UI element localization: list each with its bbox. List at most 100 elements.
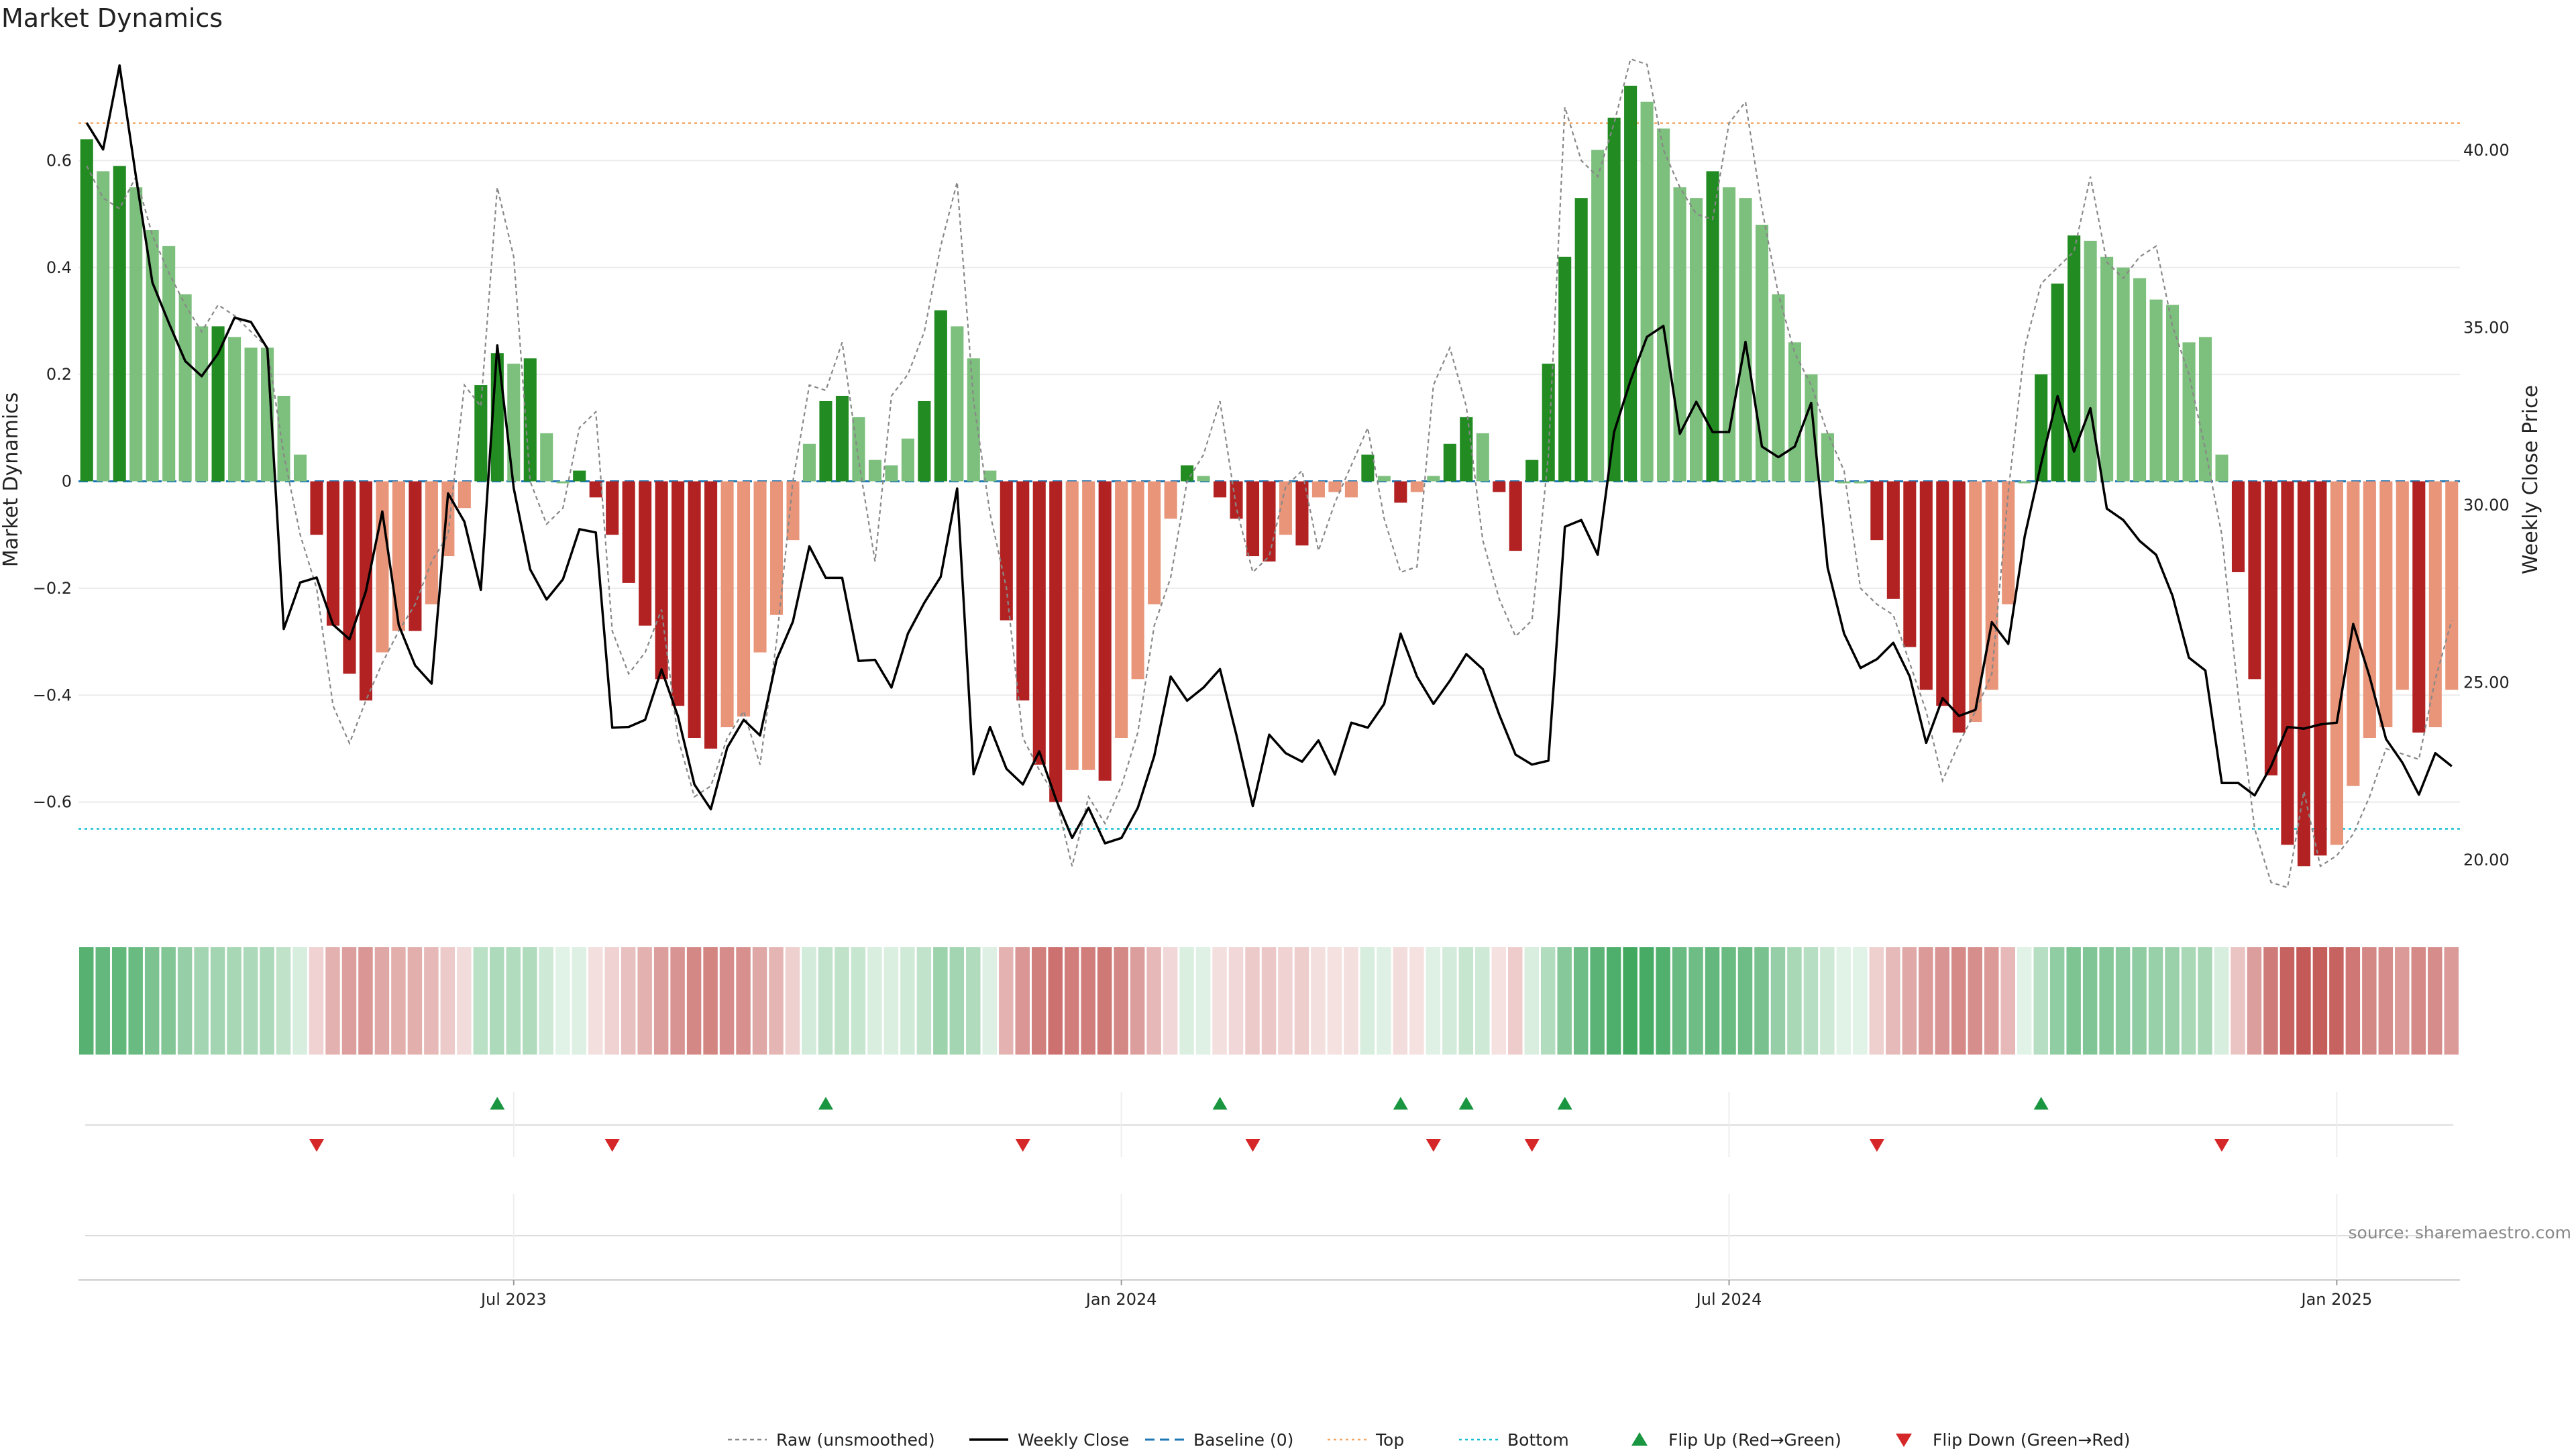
momentum-bar [2363, 481, 2376, 738]
heat-cell [1311, 947, 1326, 1055]
heat-cell [1557, 947, 1572, 1055]
legend-label: Raw (unsmoothed) [776, 1430, 935, 1449]
heat-cell [2214, 947, 2229, 1055]
heat-cell [1261, 947, 1277, 1055]
right-tick-label: 25.00 [2463, 673, 2510, 692]
heat-cell [1935, 947, 1950, 1055]
momentum-bar [1344, 481, 1358, 498]
momentum-bar [540, 433, 553, 482]
momentum-bar [1673, 187, 1686, 482]
momentum-bar [1115, 481, 1128, 738]
heat-cell [1442, 947, 1457, 1055]
heat-cell [621, 947, 636, 1055]
heat-cell [1787, 947, 1802, 1055]
momentum-bar [1805, 374, 1818, 482]
heat-cell [2395, 947, 2410, 1055]
momentum-bar [852, 417, 865, 482]
heat-cell [1015, 947, 1030, 1055]
momentum-bar [1230, 481, 1243, 519]
flip-up-marker [1557, 1097, 1572, 1110]
heat-cell [1853, 947, 1868, 1055]
heat-cell [1803, 947, 1819, 1055]
momentum-bar [2198, 337, 2212, 482]
momentum-bar [2428, 481, 2442, 728]
momentum-bar [1049, 481, 1063, 802]
momentum-bar [819, 400, 833, 482]
momentum-bar [1542, 364, 1555, 482]
heat-cell [1081, 947, 1095, 1055]
heat-cell [2066, 947, 2081, 1055]
left-tick-label: 0.2 [46, 365, 72, 384]
momentum-bar [2149, 299, 2163, 482]
heat-cell [1721, 947, 1736, 1055]
heat-cell [719, 947, 735, 1055]
heat-cell [1606, 947, 1621, 1055]
momentum-bar [1427, 476, 1440, 482]
legend-item: Bottom [1459, 1430, 1569, 1449]
weekly-close-line [85, 64, 2453, 845]
heat-cell [210, 947, 225, 1055]
momentum-bar [1164, 481, 1177, 519]
momentum-bar [293, 454, 307, 482]
momentum-bar [1394, 481, 1407, 503]
momentum-bar [244, 347, 258, 482]
momentum-bar [2248, 481, 2261, 680]
heat-cell [2263, 947, 2278, 1055]
main-panel-grid [78, 160, 2460, 803]
momentum-bar [1591, 150, 1605, 482]
momentum-bar [162, 246, 176, 482]
momentum-bar [2002, 481, 2015, 604]
flip-markers-panel [85, 1092, 2453, 1157]
momentum-bar [1328, 481, 1342, 492]
momentum-bar [1919, 481, 1933, 690]
heat-cell [2247, 947, 2262, 1055]
momentum-bar [1197, 476, 1210, 482]
heat-cell [670, 947, 685, 1055]
heat-cell [1195, 947, 1211, 1055]
heat-cell [1656, 947, 1670, 1055]
heat-cell [1672, 947, 1687, 1055]
heat-cell [949, 947, 965, 1055]
heat-strip [79, 947, 2459, 1055]
momentum-bar [343, 481, 356, 674]
momentum-bar [639, 481, 652, 626]
heat-cell [867, 947, 882, 1055]
momentum-bar [1131, 481, 1144, 680]
momentum-bar [2018, 481, 2031, 484]
heat-cell [1163, 947, 1178, 1055]
heat-cell [177, 947, 193, 1055]
heat-cell [1097, 947, 1112, 1055]
momentum-bar [1624, 85, 1638, 482]
heat-cell [161, 947, 176, 1055]
momentum-bar [310, 481, 323, 535]
momentum-bar [934, 310, 947, 482]
source-note: source: sharemaestro.com [2349, 1223, 2572, 1242]
heat-cell [1458, 947, 1474, 1055]
momentum-bar [1985, 481, 1998, 690]
momentum-bar [1558, 256, 1572, 482]
momentum-bar [1854, 481, 1867, 484]
momentum-bar [1295, 481, 1309, 546]
momentum-bar [261, 347, 274, 482]
momentum-bar [458, 481, 471, 508]
heat-cell [1048, 947, 1063, 1055]
momentum-bar [1181, 465, 1194, 482]
heat-cell [1540, 947, 1556, 1055]
flip-up-marker [818, 1097, 833, 1110]
heat-cell [407, 947, 423, 1055]
heat-cell [2198, 947, 2212, 1055]
momentum-bar [885, 465, 898, 482]
heat-cell [785, 947, 800, 1055]
legend-item: Flip Up (Red→Green) [1631, 1430, 1841, 1449]
momentum-bar [2182, 342, 2196, 482]
heat-cell [490, 947, 504, 1055]
heat-cell [391, 947, 406, 1055]
heat-cell [424, 947, 439, 1055]
momentum-bar [1082, 481, 1095, 770]
momentum-bar [228, 337, 241, 482]
heat-cell [1754, 947, 1769, 1055]
heat-cell [440, 947, 455, 1055]
right-tick-label: 30.00 [2463, 496, 2510, 515]
heat-cell [1278, 947, 1293, 1055]
momentum-bar [1410, 481, 1424, 492]
